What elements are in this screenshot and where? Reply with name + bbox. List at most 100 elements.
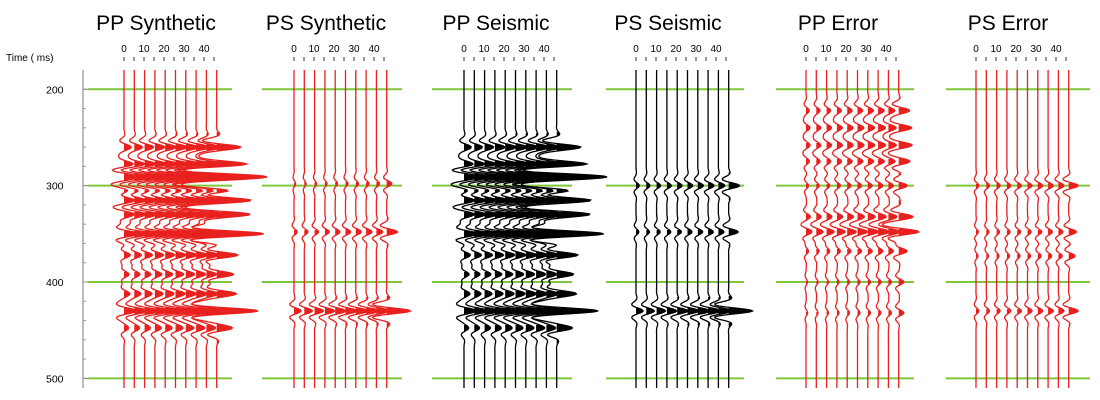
y-tick-label: 200 bbox=[46, 84, 64, 96]
trace-fill bbox=[857, 108, 868, 316]
trace-line bbox=[858, 70, 880, 388]
trace-line bbox=[1054, 70, 1065, 388]
trace-line bbox=[993, 70, 1001, 388]
panel-ps-seismic: PS Seismic 0 10 20 30 40 bbox=[614, 12, 755, 388]
x-tick-label: 10 bbox=[650, 44, 662, 55]
x-tick-label: 10 bbox=[478, 44, 490, 55]
x-tick-label: 0 bbox=[461, 44, 467, 55]
trace-line bbox=[1024, 70, 1033, 388]
trace-line bbox=[347, 70, 370, 388]
trace-line bbox=[171, 70, 226, 388]
trace-fill bbox=[474, 144, 492, 332]
x-tick-label: 0 bbox=[291, 44, 297, 55]
trace-fill bbox=[867, 108, 879, 316]
x-tick-label: 20 bbox=[670, 44, 682, 55]
trace-line bbox=[699, 70, 723, 388]
trace-fill bbox=[878, 108, 890, 316]
trace-line bbox=[829, 70, 846, 388]
trace-line bbox=[163, 70, 214, 388]
panel-title: PP Error bbox=[798, 12, 878, 35]
x-tick-label: 20 bbox=[498, 44, 510, 55]
panel-pp-error: PP Error 0 10 20 30 40 bbox=[798, 12, 921, 388]
panel-ps-error: PS Error 0 10 20 30 40 bbox=[968, 12, 1080, 388]
x-tick-label: 20 bbox=[158, 44, 170, 55]
trace-line bbox=[318, 70, 336, 388]
trace-line bbox=[973, 70, 980, 388]
trace-line bbox=[503, 70, 554, 388]
trace-fill bbox=[124, 144, 140, 332]
trace-line bbox=[110, 70, 141, 388]
trace-line bbox=[289, 70, 302, 388]
trace-line bbox=[878, 70, 902, 388]
trace-fill bbox=[847, 108, 857, 316]
trace-line bbox=[810, 70, 824, 388]
x-tick-label: 40 bbox=[1050, 44, 1062, 55]
trace-line bbox=[145, 70, 189, 388]
trace-fill bbox=[484, 144, 504, 332]
trace-line bbox=[476, 70, 517, 388]
trace-line bbox=[338, 70, 358, 388]
trace-line bbox=[513, 70, 608, 388]
panel-title: PS Error bbox=[968, 12, 1049, 35]
x-tick-label: 10 bbox=[990, 44, 1002, 55]
x-tick-label: 0 bbox=[803, 44, 809, 55]
trace-line bbox=[713, 70, 755, 388]
x-tick-label: 30 bbox=[1030, 44, 1042, 55]
panels: PP Synthetic 0 10 20 30 40 PS Synthetic 0 10 20 30… bbox=[96, 12, 1080, 388]
trace-line bbox=[819, 70, 835, 388]
trace-fill bbox=[144, 144, 164, 332]
trace-fill bbox=[134, 144, 152, 332]
x-tick-label: 40 bbox=[198, 44, 210, 55]
trace-line bbox=[660, 70, 678, 388]
x-tick-label: 30 bbox=[348, 44, 360, 55]
y-tick-label: 300 bbox=[46, 181, 64, 193]
x-tick-label: 40 bbox=[880, 44, 892, 55]
trace-line bbox=[1003, 70, 1012, 388]
trace-fill bbox=[677, 183, 688, 325]
panel-title: PS Seismic bbox=[614, 12, 721, 35]
panel-pp-synthetic: PP Synthetic 0 10 20 30 40 bbox=[96, 12, 268, 388]
trace-line bbox=[670, 70, 689, 388]
panel-title: PS Synthetic bbox=[266, 12, 386, 35]
trace-line bbox=[881, 70, 921, 388]
trace-line bbox=[328, 70, 347, 388]
trace-fill bbox=[386, 181, 411, 327]
trace-line bbox=[511, 70, 566, 388]
trace-fill bbox=[836, 108, 846, 315]
trace-line bbox=[468, 70, 505, 388]
trace-fill bbox=[494, 134, 516, 332]
x-tick-label: 40 bbox=[368, 44, 380, 55]
trace-line bbox=[650, 70, 667, 388]
trace-line bbox=[709, 70, 734, 388]
trace-line bbox=[308, 70, 325, 388]
trace-line bbox=[357, 70, 381, 388]
trace-fill bbox=[816, 108, 824, 315]
trace-line bbox=[839, 70, 857, 388]
trace-line bbox=[1044, 70, 1055, 388]
x-tick-label: 10 bbox=[308, 44, 320, 55]
x-tick-label: 0 bbox=[973, 44, 979, 55]
trace-line bbox=[459, 70, 493, 388]
x-tick-label: 0 bbox=[121, 44, 127, 55]
x-tick-label: 40 bbox=[710, 44, 722, 55]
trace-line bbox=[640, 70, 656, 388]
x-tick-label: 20 bbox=[328, 44, 340, 55]
y-axis-label: Time ( ms) bbox=[6, 53, 53, 64]
x-tick-label: 10 bbox=[820, 44, 832, 55]
panel-title: PP Seismic bbox=[443, 12, 550, 35]
trace-line bbox=[173, 70, 268, 388]
trace-line bbox=[983, 70, 991, 388]
panel-title: PP Synthetic bbox=[96, 12, 216, 35]
panel-pp-seismic: PP Seismic 0 10 20 30 40 bbox=[443, 12, 608, 388]
x-tick-label: 30 bbox=[860, 44, 872, 55]
trace-line bbox=[1034, 70, 1044, 388]
x-tick-label: 10 bbox=[138, 44, 150, 55]
trace-line bbox=[485, 70, 529, 388]
trace-fill bbox=[826, 108, 835, 315]
y-tick-label: 400 bbox=[46, 277, 64, 289]
trace-line bbox=[450, 70, 481, 388]
trace-line bbox=[119, 70, 153, 388]
x-tick-label: 20 bbox=[840, 44, 852, 55]
trace-line bbox=[868, 70, 891, 388]
